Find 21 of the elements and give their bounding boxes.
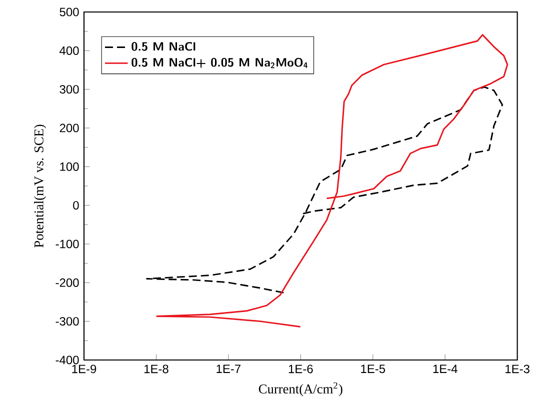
y-tick-label: -400 — [56, 356, 79, 364]
x-tick-label: 1E-6 — [288, 364, 313, 374]
y-tick-label: -300 — [56, 317, 79, 326]
x-tick-label: 1E-3 — [506, 364, 530, 374]
y-tick-label: 100 — [60, 162, 79, 171]
y-tick-label: 400 — [60, 46, 79, 55]
x-tick-label: 1E-7 — [216, 364, 240, 373]
y-tick-label: -100 — [56, 240, 79, 248]
x-tick-label: 1E-8 — [144, 364, 168, 374]
y-axis-title: Potential(mV vs. SCE) — [34, 124, 46, 248]
y-tick-label: 0 — [73, 201, 79, 210]
legend-label: 0.5 M NaCl — [132, 42, 196, 51]
y-tick-label: 200 — [60, 124, 79, 132]
legend-label: 0.5 M NaCl+ 0.05 M Na$_{2}$MoO$_{4}$ — [132, 58, 308, 68]
x-axis-title: Current(A/cm$^{2}$) — [258, 382, 342, 396]
y-tick-label: -200 — [56, 278, 79, 287]
x-tick-label: 1E-5 — [361, 364, 386, 374]
y-tick-label: 300 — [60, 85, 79, 94]
x-tick-label: 1E-4 — [433, 364, 458, 373]
y-tick-label: 500 — [60, 8, 79, 16]
x-tick-label: 1E-9 — [72, 364, 96, 374]
